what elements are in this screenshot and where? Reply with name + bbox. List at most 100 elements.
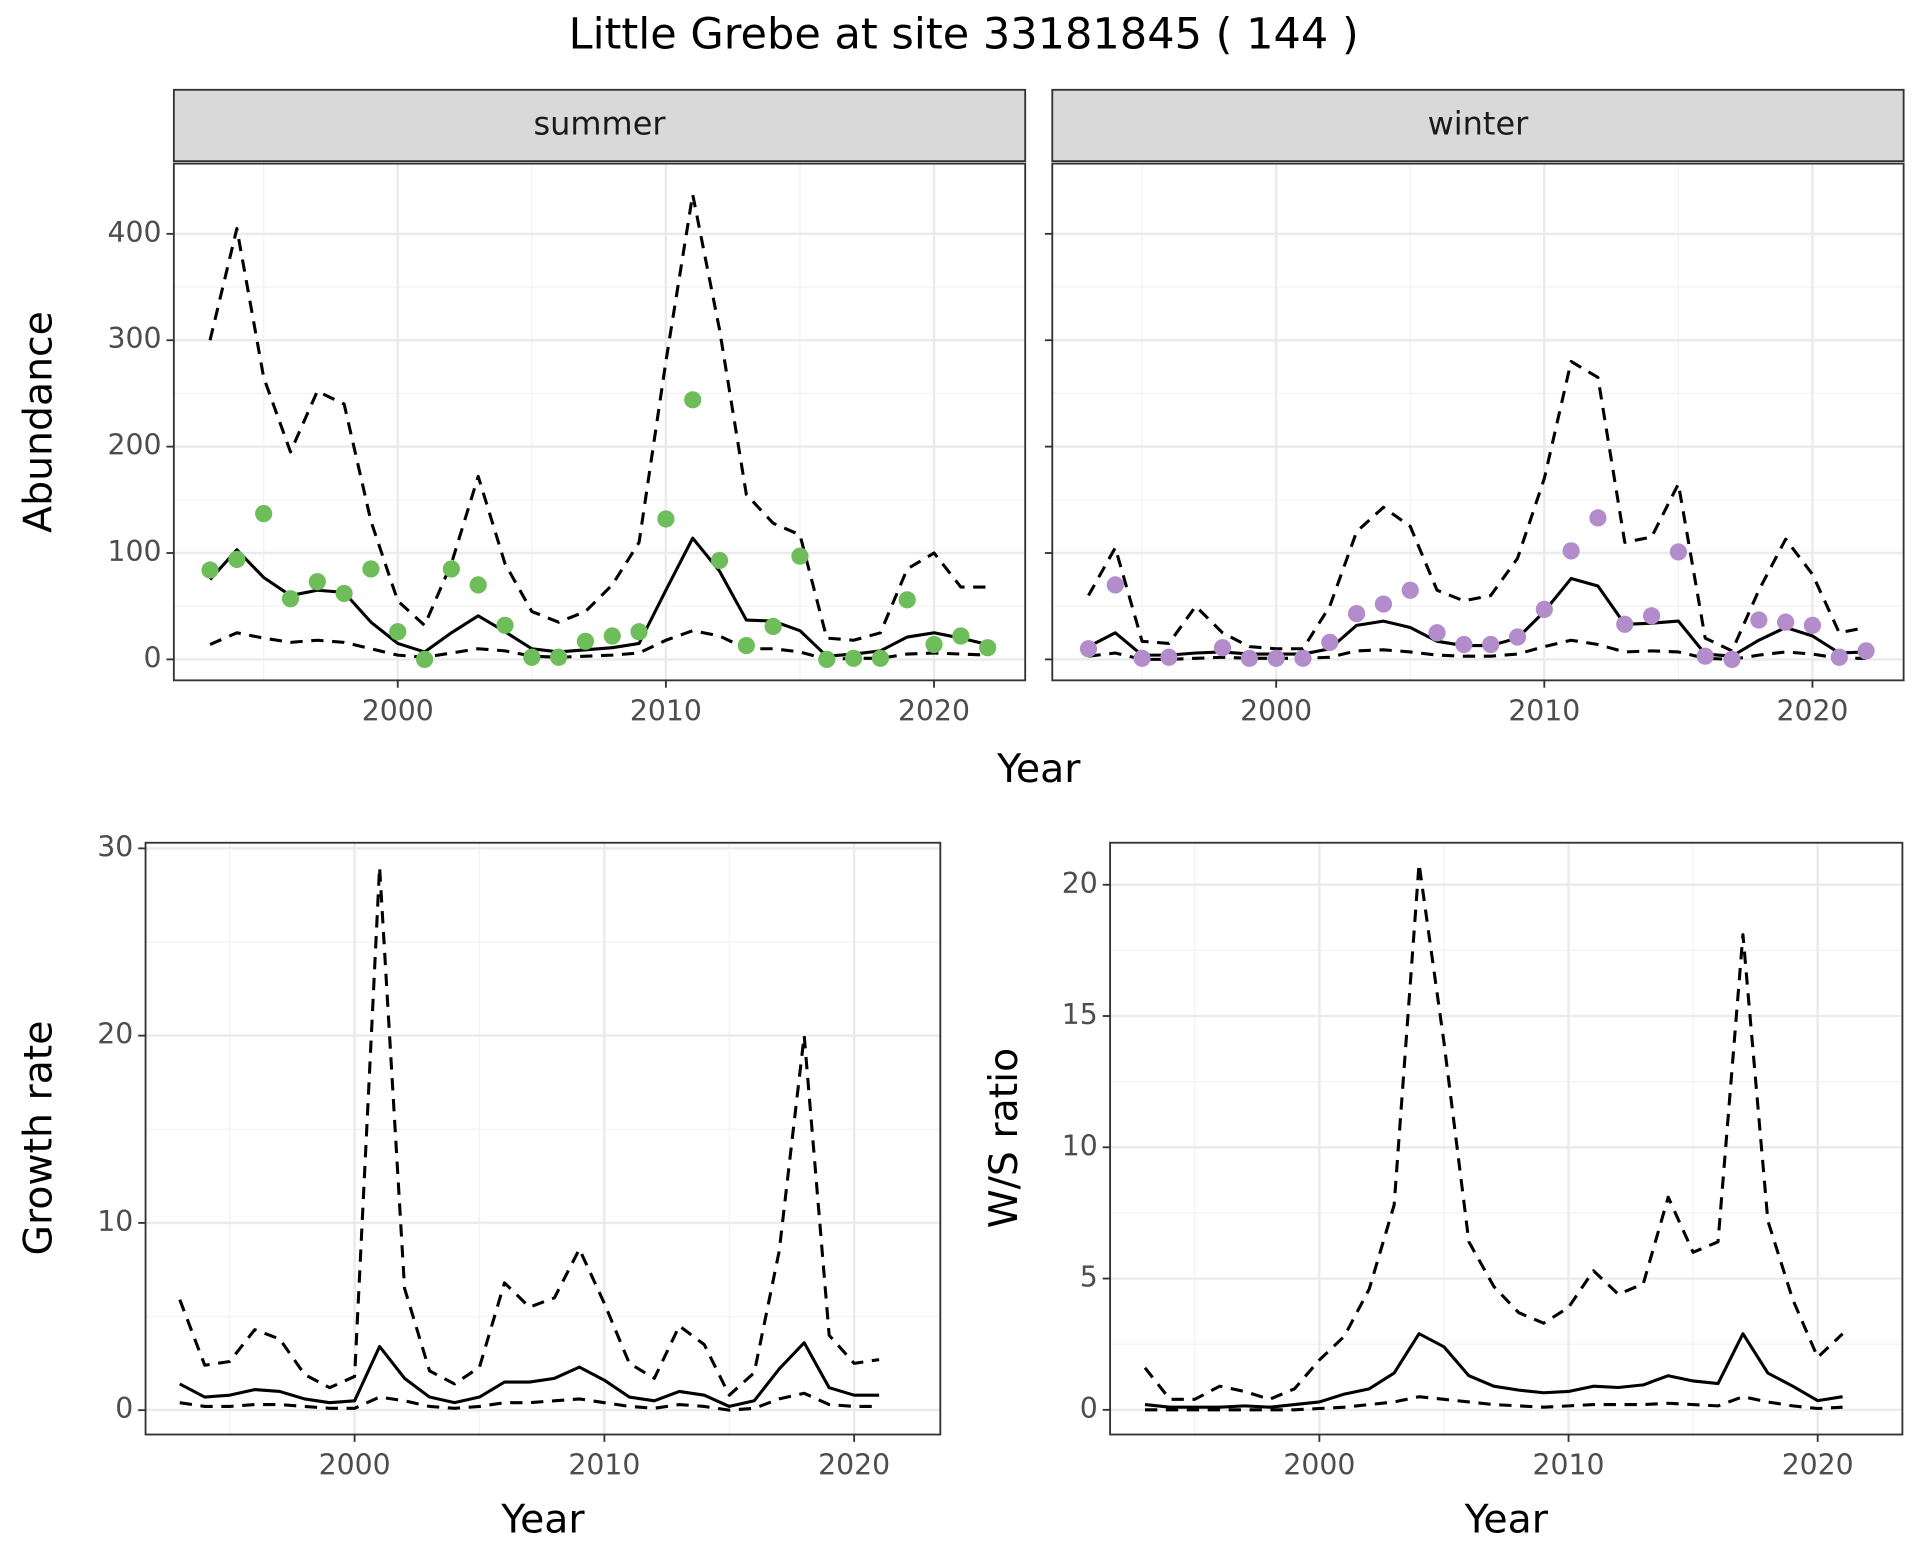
data-point <box>576 632 595 650</box>
data-point <box>1348 605 1366 623</box>
data-point <box>764 617 782 636</box>
x-tick-label: 2000 <box>362 694 434 727</box>
data-point <box>898 591 916 609</box>
data-point <box>496 616 514 634</box>
data-point <box>255 505 273 523</box>
data-point <box>979 639 997 657</box>
data-point <box>1294 649 1312 667</box>
data-point <box>415 650 434 669</box>
interval-line <box>1087 359 1867 653</box>
data-point <box>603 627 621 645</box>
x-tick-label: 2010 <box>1533 1448 1605 1481</box>
data-point <box>228 550 246 568</box>
interval-line <box>1144 1395 1843 1412</box>
y-tick-label: 15 <box>1062 998 1098 1031</box>
figure-title: Little Grebe at site 33181845 ( 144 ) <box>569 9 1359 59</box>
x-tick-label: 2010 <box>568 1448 640 1481</box>
data-point <box>1562 542 1580 560</box>
data-point <box>308 573 326 591</box>
interval-line <box>179 1391 880 1412</box>
panel-border <box>1109 841 1904 1436</box>
panel-background <box>1052 163 1904 681</box>
x-axis-title: Year <box>996 746 1081 792</box>
data-point <box>1750 611 1768 629</box>
data-point <box>1777 613 1795 631</box>
data-point <box>1267 649 1285 667</box>
data-point <box>1669 543 1687 561</box>
x-axis-title: Year <box>500 1496 585 1542</box>
data-point <box>389 623 407 641</box>
strip <box>172 88 1027 163</box>
y-tick-label: 10 <box>1062 1129 1098 1162</box>
x-tick-label: 2020 <box>1782 1448 1854 1481</box>
y-tick-label: 300 <box>108 322 162 355</box>
panel-background <box>173 163 1026 681</box>
y-tick-label: 20 <box>1062 867 1098 900</box>
data-point <box>1482 635 1500 654</box>
y-axis-title: W/S ratio <box>981 1048 1027 1228</box>
panel-border <box>1051 162 1905 682</box>
data-point <box>1642 607 1661 625</box>
data-point <box>871 649 890 667</box>
y-tick-label: 30 <box>97 830 133 863</box>
interval-line <box>209 629 988 661</box>
strip-label: winter <box>1428 104 1529 142</box>
data-point <box>1321 633 1339 651</box>
y-tick-label: 200 <box>108 429 162 462</box>
x-tick-label: 2000 <box>1283 1448 1355 1481</box>
y-tick-label: 0 <box>115 1392 133 1425</box>
interval-line <box>178 865 880 1397</box>
strip <box>1051 88 1905 163</box>
data-point <box>1508 628 1527 646</box>
data-point <box>335 584 353 603</box>
data-point <box>362 560 380 578</box>
y-tick-label: 0 <box>144 641 162 674</box>
x-tick-label: 2010 <box>1508 694 1580 727</box>
y-tick-label: 0 <box>1080 1392 1098 1425</box>
data-point <box>1106 576 1124 594</box>
data-point <box>201 561 219 579</box>
y-axis-title: Abundance <box>15 311 61 533</box>
mean-line <box>1144 1332 1843 1409</box>
data-point <box>1240 649 1258 667</box>
x-tick-label: 2020 <box>818 1448 890 1481</box>
panel-background <box>145 842 941 1435</box>
x-tick-label: 2020 <box>1776 694 1848 727</box>
data-point <box>737 636 755 655</box>
data-point <box>1723 650 1741 669</box>
data-point <box>791 547 809 565</box>
panel-background <box>1110 842 1903 1435</box>
data-point <box>1857 642 1875 660</box>
x-tick-label: 2000 <box>319 1448 391 1481</box>
data-point <box>818 650 836 669</box>
data-point <box>1830 648 1848 666</box>
data-point <box>523 648 541 666</box>
y-tick-label: 400 <box>108 216 162 249</box>
data-point <box>925 635 943 654</box>
data-point <box>1428 624 1446 642</box>
data-point <box>684 391 702 409</box>
panel-border <box>172 162 1027 682</box>
data-point <box>657 510 675 528</box>
y-axis-title: Growth rate <box>15 1021 61 1256</box>
data-point <box>1374 595 1393 613</box>
data-point <box>844 649 863 667</box>
x-tick-label: 2000 <box>1240 694 1312 727</box>
data-point <box>442 560 460 578</box>
data-point <box>1079 640 1098 658</box>
data-point <box>1616 615 1634 633</box>
data-point <box>469 576 487 594</box>
y-tick-label: 10 <box>97 1205 133 1238</box>
data-point <box>1160 648 1178 666</box>
data-point <box>1589 509 1607 527</box>
y-tick-label: 5 <box>1080 1261 1098 1294</box>
data-point <box>1133 649 1151 667</box>
data-point <box>1213 639 1232 657</box>
panel-border <box>144 841 942 1436</box>
y-tick-label: 100 <box>108 535 162 568</box>
data-point <box>710 551 729 570</box>
data-point <box>1455 635 1473 654</box>
data-point <box>1803 616 1822 634</box>
data-point <box>281 590 300 608</box>
